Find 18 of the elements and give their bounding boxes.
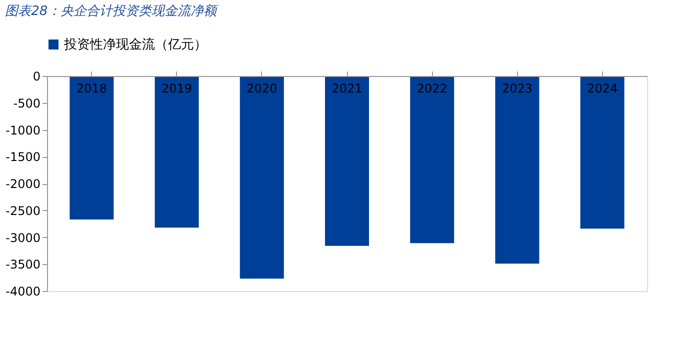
y-tick-label: -500 — [13, 96, 40, 110]
x-tick-label: 2018 — [76, 82, 107, 96]
y-tick-label: 0 — [32, 70, 40, 84]
x-tick-label: 2020 — [246, 82, 278, 96]
y-tick-label: -3500 — [6, 258, 40, 272]
x-tick-label: 2019 — [162, 82, 192, 96]
y-tick-label: -4000 — [6, 284, 40, 298]
x-tick-label: 2022 — [416, 82, 448, 96]
y-tick-label: -1500 — [6, 150, 40, 164]
legend-label: 投资性净现金流（亿元） — [63, 36, 207, 52]
y-tick-label: -1000 — [6, 123, 40, 138]
y-tick-label: -3000 — [6, 230, 40, 245]
chart-title: 图表28：央企合计投资类现金流净额 — [5, 3, 219, 19]
x-tick-label: 2021 — [332, 82, 362, 96]
x-tick-label: 2024 — [587, 82, 618, 96]
x-tick-label: 2023 — [502, 82, 532, 96]
y-tick-label: -2000 — [6, 177, 40, 191]
y-tick-label: -2500 — [6, 204, 40, 218]
